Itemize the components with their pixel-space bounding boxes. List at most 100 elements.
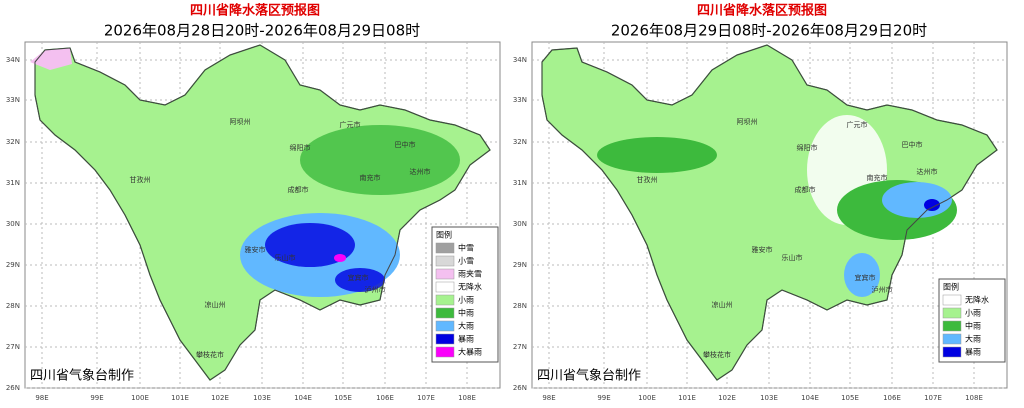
legend-swatch (435, 346, 455, 358)
lat-label: 27N (513, 343, 527, 351)
city-label: 甘孜州 (130, 175, 151, 184)
lat-label: 29N (6, 261, 20, 269)
city-label: 南充市 (867, 173, 888, 182)
legend-title: 图例 (436, 230, 452, 240)
legend-swatch (435, 255, 455, 267)
city-label: 雅安市 (245, 245, 266, 254)
legend-label: 中雨 (458, 308, 474, 318)
lon-label: 99E (597, 394, 610, 402)
map-title: 四川省降水落区预报图 (190, 3, 320, 19)
city-label: 达州市 (917, 167, 938, 176)
lat-label: 29N (513, 261, 527, 269)
lat-label: 34N (6, 56, 20, 64)
lat-label: 32N (6, 138, 20, 146)
lon-label: 105E (334, 394, 352, 402)
lon-label: 107E (417, 394, 435, 402)
legend-swatch (435, 307, 455, 319)
legend-label: 小雨 (458, 296, 474, 305)
lat-label: 32N (513, 138, 527, 146)
lon-label: 105E (841, 394, 859, 402)
city-label: 乐山市 (782, 253, 803, 262)
lon-label: 100E (638, 394, 656, 402)
lat-label: 30N (6, 220, 20, 228)
lon-label: 103E (253, 394, 271, 402)
lon-label: 102E (718, 394, 736, 402)
city-label: 巴中市 (902, 140, 923, 149)
lon-label: 104E (801, 394, 819, 402)
city-label: 宜宾市 (855, 273, 876, 282)
credit: 四川省气象台制作 (30, 368, 134, 384)
lat-label: 34N (513, 56, 527, 64)
city-label: 凉山州 (205, 300, 226, 309)
city-label: 宜宾市 (348, 273, 369, 282)
legend-swatch (942, 320, 962, 332)
lon-label: 103E (760, 394, 778, 402)
legend-swatch (435, 242, 455, 254)
city-label: 达州市 (410, 167, 431, 176)
city-label: 成都市 (288, 185, 309, 194)
city-label: 成都市 (795, 185, 816, 194)
legend-swatch (942, 346, 962, 358)
moderate-rain (597, 137, 717, 173)
city-label: 绵阳市 (290, 143, 311, 152)
heavy-rain (844, 253, 880, 297)
lat-label: 33N (513, 96, 527, 104)
lon-label: 100E (131, 394, 149, 402)
legend-swatch (435, 281, 455, 293)
province-border (541, 44, 998, 381)
legend-label: 暴雨 (965, 348, 981, 357)
extreme-rain (334, 254, 346, 262)
moderate-rain (300, 125, 460, 195)
legend-swatch (435, 333, 455, 345)
legend-label: 中雪 (458, 243, 474, 253)
legend-swatch (942, 294, 962, 306)
map-subtitle: 2026年08月29日08时-2026年08月29日20时 (611, 22, 927, 40)
lat-label: 28N (6, 302, 20, 310)
province-border (34, 44, 491, 381)
lat-label: 28N (513, 302, 527, 310)
city-label: 阿坝州 (230, 117, 251, 126)
lon-label: 107E (924, 394, 942, 402)
legend-swatch (435, 294, 455, 306)
lon-label: 106E (883, 394, 901, 402)
city-label: 雅安市 (752, 245, 773, 254)
legend-label: 大雨 (965, 334, 981, 344)
lat-label: 31N (513, 179, 527, 187)
map-subtitle: 2026年08月28日20时-2026年08月29日08时 (104, 22, 420, 40)
city-label: 乐山市 (275, 253, 296, 262)
city-label: 泸州市 (872, 285, 893, 294)
lon-label: 108E (965, 394, 983, 402)
lon-label: 102E (211, 394, 229, 402)
legend-title: 图例 (943, 282, 959, 292)
credit: 四川省气象台制作 (537, 368, 641, 384)
storm-rain (924, 199, 940, 211)
lon-label: 99E (90, 394, 103, 402)
storm-rain (265, 223, 355, 267)
legend-swatch (435, 268, 455, 280)
lon-label: 101E (171, 394, 189, 402)
lon-label: 98E (542, 394, 555, 402)
storm-rain (335, 268, 385, 292)
lat-label: 26N (513, 384, 527, 392)
lon-label: 101E (678, 394, 696, 402)
lat-label: 30N (513, 220, 527, 228)
lon-label: 98E (35, 394, 48, 402)
city-label: 绵阳市 (797, 143, 818, 152)
legend-label: 雨夹雪 (458, 269, 482, 279)
lon-label: 104E (294, 394, 312, 402)
lat-label: 31N (6, 179, 20, 187)
legend-label: 暴雨 (458, 335, 474, 344)
city-label: 甘孜州 (637, 175, 658, 184)
legend-swatch (435, 320, 455, 332)
legend-swatch (942, 333, 962, 345)
legend-label: 中雨 (965, 321, 981, 331)
city-label: 南充市 (360, 173, 381, 182)
heavy-rain (882, 182, 952, 218)
city-label: 攀枝花市 (196, 350, 224, 359)
legend-label: 小雨 (965, 309, 981, 318)
lat-label: 26N (6, 384, 20, 392)
